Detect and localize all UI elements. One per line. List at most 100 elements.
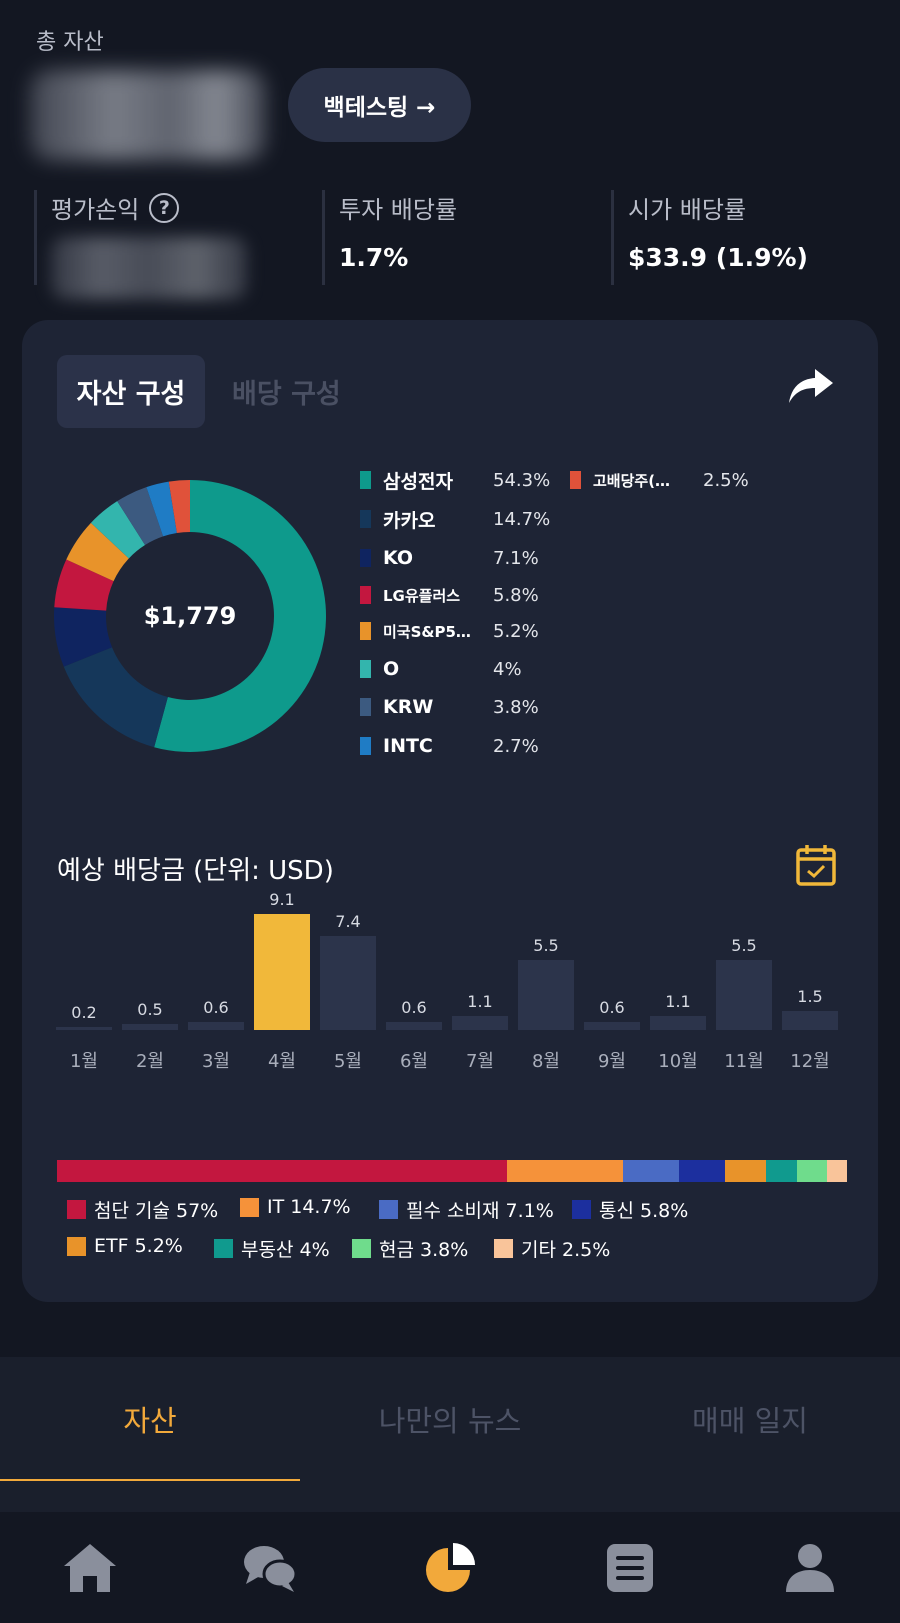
legend-percent: 5.2% — [493, 620, 539, 642]
legend-item: 카카오 14.7% — [360, 504, 550, 534]
nav-portfolio[interactable] — [360, 1512, 540, 1623]
market-yield-stat: 시가 배당률 $33.9 (1.9%) — [611, 190, 881, 285]
sector-segment — [765, 1160, 798, 1182]
legend-percent: 14.7% — [493, 508, 551, 530]
help-icon[interactable]: ? — [149, 192, 180, 223]
profile-icon — [786, 1543, 834, 1592]
sector-segment — [724, 1160, 766, 1182]
bar-value-label: 0.6 — [599, 998, 625, 1018]
nav-chat[interactable] — [180, 1512, 360, 1623]
legend-name: KRW — [383, 696, 434, 718]
tab-asset-composition[interactable]: 자산 구성 — [57, 355, 205, 428]
bar-column: 1.1 10월 — [650, 895, 706, 1095]
dividend-bar-chart: 0.2 1월 0.5 2월 0.6 3월 9.1 4월 7.4 5월 0.6 6월 1.1 7월 5.5 8월… — [56, 890, 866, 1095]
bar-value-label: 1.1 — [665, 991, 691, 1011]
bar[interactable] — [650, 1015, 706, 1030]
bar[interactable] — [254, 914, 310, 1030]
month-label: 9월 — [597, 1051, 626, 1072]
legend-name: 미국S&P5… — [383, 622, 471, 641]
sector-label: 현금 3.8% — [379, 1239, 469, 1261]
bar-column: 9.1 4월 — [254, 890, 310, 1095]
bar-column: 0.6 9월 — [584, 895, 640, 1095]
bar[interactable] — [56, 1027, 112, 1030]
sector-swatch — [240, 1197, 259, 1217]
legend-item: LG유플러스 5.8% — [360, 580, 539, 610]
portfolio-card: 자산 구성 배당 구성 $1,779 삼성전자 54.3% 카카오 14.7% KO 7.… — [22, 320, 878, 1302]
sector-legend-item: 통신 5.8% — [572, 1196, 688, 1223]
legend-name: 카카오 — [383, 509, 436, 532]
bar-value-label: 0.6 — [203, 998, 229, 1018]
backtest-button[interactable]: 백테스팅 → — [288, 68, 471, 142]
bar-value-label: 5.5 — [533, 935, 559, 955]
legend-item: 미국S&P5… 5.2% — [360, 616, 539, 646]
donut-slice — [54, 559, 114, 611]
month-label: 10월 — [658, 1051, 698, 1072]
sector-legend-item: IT 14.7% — [240, 1196, 351, 1218]
bar[interactable] — [584, 1022, 640, 1030]
dividend-chart-title: 예상 배당금 (단위: USD) — [57, 856, 334, 886]
bar[interactable] — [716, 959, 772, 1030]
subtab-trade-journal[interactable]: 매매 일지 — [692, 1403, 808, 1438]
pl-stat: 평가손익 ? — [34, 190, 304, 299]
bar[interactable] — [452, 1015, 508, 1030]
bar[interactable] — [320, 935, 376, 1030]
nav-home[interactable] — [0, 1512, 180, 1623]
tab-dividend-composition[interactable]: 배당 구성 — [232, 379, 341, 410]
bar[interactable] — [386, 1022, 442, 1030]
legend-percent: 2.7% — [493, 735, 539, 757]
header-section: 총 자산 백테스팅 → 평가손익 ? 투자 배당률 1.7% 시가 배당률 $3… — [0, 0, 900, 300]
bar-column: 5.5 8월 — [518, 895, 574, 1095]
donut-slice — [146, 481, 177, 537]
legend-item: KO 7.1% — [360, 543, 539, 573]
sector-segment — [827, 1160, 847, 1182]
subtab-indicator — [0, 1479, 300, 1481]
nav-profile[interactable] — [720, 1512, 900, 1623]
legend-swatch — [360, 698, 371, 716]
bar[interactable] — [518, 959, 574, 1030]
legend-percent: 7.1% — [493, 547, 539, 569]
bottom-nav — [0, 1512, 900, 1623]
bar-value-label: 0.5 — [137, 999, 163, 1019]
legend-name: INTC — [383, 735, 433, 757]
bar-column: 0.6 3월 — [188, 895, 244, 1095]
document-list-icon — [607, 1543, 653, 1592]
total-assets-label: 총 자산 — [36, 30, 104, 55]
legend-swatch — [360, 660, 371, 678]
bar[interactable] — [188, 1022, 244, 1030]
sector-swatch — [494, 1239, 513, 1258]
sector-legend-item: 기타 2.5% — [494, 1235, 610, 1262]
nav-journal[interactable] — [540, 1512, 720, 1623]
month-label: 2월 — [135, 1051, 164, 1072]
portfolio-pie-icon — [426, 1542, 475, 1592]
stats-row: 평가손익 ? 투자 배당률 1.7% 시가 배당률 $33.9 (1.9%) — [0, 190, 900, 299]
sector-legend-item: 필수 소비재 7.1% — [379, 1196, 554, 1223]
chat-icon — [244, 1545, 298, 1592]
donut-center-total: $1,779 — [143, 602, 237, 630]
sector-segment — [57, 1160, 507, 1182]
home-icon — [64, 1543, 116, 1592]
legend-percent: 5.8% — [493, 584, 539, 606]
asset-donut-chart — [54, 480, 326, 752]
subtab-my-news[interactable]: 나만의 뉴스 — [378, 1403, 522, 1438]
sector-stacked-bar — [57, 1160, 847, 1182]
month-label: 7월 — [465, 1051, 494, 1072]
sector-label: 부동산 4% — [241, 1239, 330, 1261]
sector-segment — [622, 1160, 679, 1182]
bar-value-label: 1.1 — [467, 991, 493, 1011]
legend-swatch — [360, 586, 371, 604]
sector-swatch — [67, 1236, 86, 1256]
calendar-check-icon[interactable] — [795, 843, 837, 887]
bar[interactable] — [122, 1023, 178, 1030]
legend-item: O 4% — [360, 654, 522, 684]
share-icon[interactable] — [787, 365, 835, 405]
legend-percent: 3.8% — [493, 696, 539, 718]
market-yield-label: 시가 배당률 — [628, 196, 747, 224]
legend-item: 고배당주(… 2.5% — [570, 465, 749, 495]
bar-value-label: 0.2 — [71, 1003, 97, 1022]
bar[interactable] — [782, 1010, 838, 1030]
subtab-assets[interactable]: 자산 — [123, 1403, 177, 1438]
sector-label: IT 14.7% — [267, 1196, 351, 1218]
bar-column: 1.1 7월 — [452, 895, 508, 1095]
sector-swatch — [572, 1200, 591, 1219]
donut-slice — [66, 522, 129, 582]
